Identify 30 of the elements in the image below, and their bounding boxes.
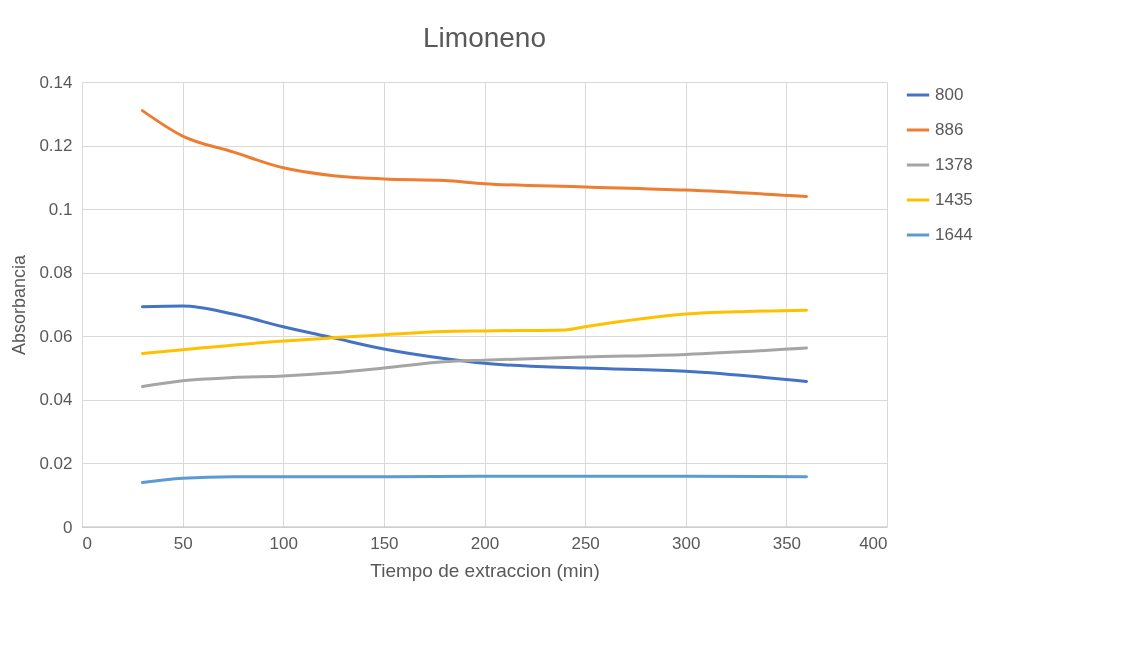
x-tick-label: 250: [571, 533, 600, 553]
line-series: [140, 308, 808, 355]
y-tick-label: 0.02: [39, 453, 73, 473]
line-series: [140, 304, 808, 383]
y-tick-label: 0.04: [39, 390, 73, 410]
y-axis-title: Absorbancia: [9, 253, 30, 356]
x-tick-label: 100: [269, 533, 298, 553]
y-tick-label: 0.06: [39, 326, 73, 346]
legend-label: 1378: [935, 155, 973, 174]
x-tick-label: 200: [470, 533, 500, 553]
line-series: [140, 109, 808, 198]
line-series: [140, 474, 808, 484]
x-tick-label: 300: [672, 533, 701, 553]
x-axis-title: Tiempo de extraccion (min): [370, 559, 600, 581]
y-tick-label: 0: [63, 517, 73, 537]
chart-title: Limoneno: [423, 22, 546, 53]
y-tick-label: 0.12: [39, 136, 73, 156]
x-tick-label: 50: [173, 533, 193, 553]
line-series: [140, 346, 808, 389]
legend-label: 1435: [935, 190, 973, 209]
x-tick-label: 350: [772, 533, 802, 553]
x-tick-label: 400: [859, 533, 888, 553]
x-tick-label: 150: [370, 533, 399, 553]
legend-label: 886: [935, 120, 964, 139]
y-tick-label: 0.14: [39, 72, 73, 92]
x-tick-label: 0: [82, 533, 92, 553]
legend-label: 800: [935, 85, 964, 104]
legend-label: 1644: [935, 225, 973, 244]
y-tick-label: 0.1: [48, 199, 73, 219]
y-tick-label: 0.08: [39, 263, 73, 283]
